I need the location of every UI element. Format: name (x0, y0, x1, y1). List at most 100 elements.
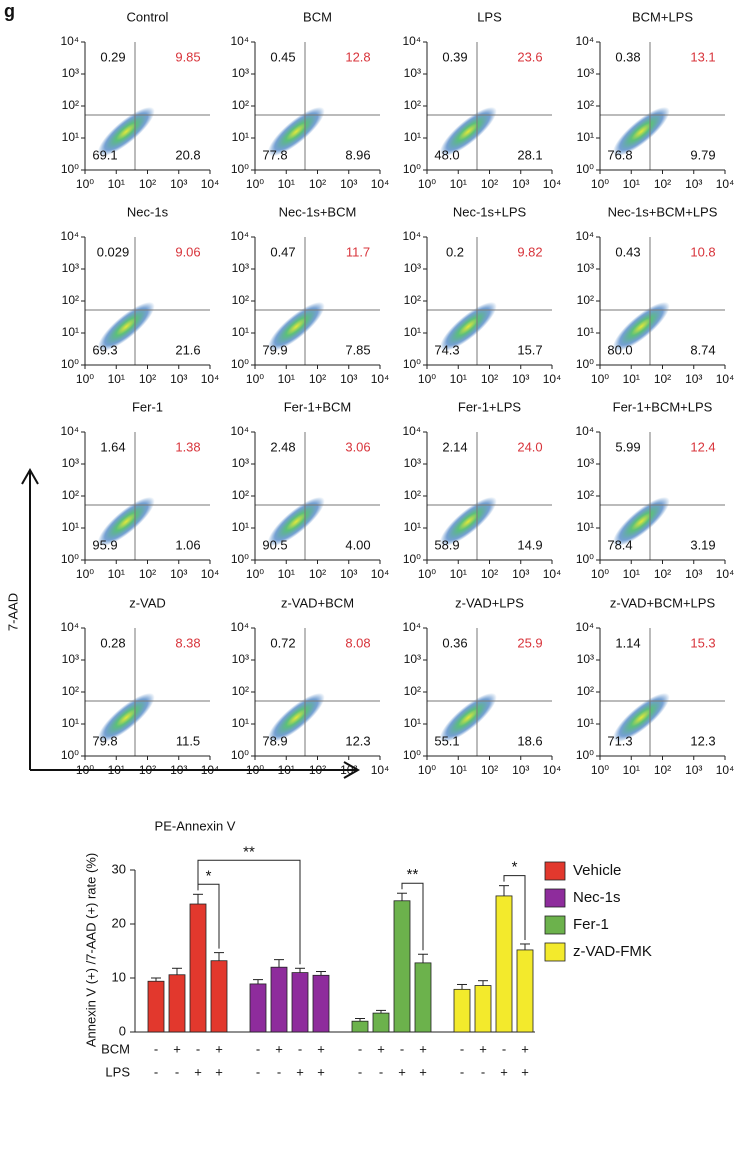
y-tick-label: 10⁰ (231, 552, 249, 566)
x-tick-label: 10⁰ (591, 763, 609, 777)
x-tick-label: 10⁴ (371, 372, 390, 386)
y-tick-label: 10³ (577, 261, 594, 275)
quadrant-value: 0.36 (442, 635, 467, 650)
flow-y-label: 7-AAD (5, 593, 20, 631)
y-tick-label: 10⁴ (60, 620, 79, 634)
y-tick-label: 10⁰ (403, 357, 421, 371)
density-cloud (612, 106, 670, 157)
y-tick-label: 10² (62, 488, 79, 502)
y-tick-label: 10² (232, 98, 249, 112)
y-tick-label: 10³ (232, 261, 249, 275)
x-tick-label: 10⁰ (418, 372, 436, 386)
quadrant-value: 8.96 (345, 147, 370, 162)
density-cloud (267, 301, 325, 352)
quadrant-value: 80.0 (607, 342, 632, 357)
quadrant-value: 0.2 (446, 244, 464, 259)
row-sign: + (215, 1064, 223, 1079)
quadrant-value: 9.79 (690, 147, 715, 162)
row-sign: - (196, 1041, 200, 1056)
y-tick-label: 10⁰ (61, 357, 79, 371)
legend-label: z-VAD-FMK (573, 943, 652, 960)
x-tick-label: 10⁰ (246, 372, 264, 386)
row-sign: + (317, 1041, 325, 1056)
y-tick-label: 10⁴ (230, 34, 249, 48)
x-tick-label: 10⁰ (76, 372, 94, 386)
quadrant-value: 55.1 (434, 733, 459, 748)
x-tick-label: 10² (481, 567, 498, 581)
y-tick-label: 10⁴ (575, 424, 594, 438)
x-tick-label: 10² (309, 177, 326, 191)
quadrant-value: 1.06 (175, 537, 200, 552)
y-tick-label: 10⁰ (576, 162, 594, 176)
density-cloud (612, 496, 670, 547)
significance-label: ** (243, 843, 255, 860)
quadrant-value: 14.9 (517, 537, 542, 552)
bar (414, 962, 432, 1033)
y-tick-label: 10¹ (232, 716, 249, 730)
legend-swatch (544, 915, 566, 935)
y-tick-label: 10⁰ (231, 357, 249, 371)
x-tick-label: 10¹ (623, 763, 640, 777)
row-label: BCM (101, 1041, 130, 1056)
quadrant-value: 12.4 (690, 439, 715, 454)
x-tick-label: 10³ (512, 177, 529, 191)
quadrant-value: 5.99 (615, 439, 640, 454)
row-sign: - (154, 1041, 158, 1056)
y-tick-label: 10¹ (577, 130, 594, 144)
y-tick-label: 10⁰ (61, 552, 79, 566)
quadrant-value: 13.1 (690, 49, 715, 64)
bar (147, 980, 165, 1033)
y-tick-label: 10³ (232, 652, 249, 666)
x-tick-label: 10⁰ (418, 177, 436, 191)
panel-title: z-VAD+BCM (281, 595, 354, 610)
x-tick-label: 10⁰ (76, 763, 94, 777)
x-tick-label: 10⁰ (76, 567, 94, 581)
y-tick-label: 10³ (62, 66, 79, 80)
panel-title: Nec-1s+BCM (279, 204, 357, 219)
y-tick-label: 10⁴ (575, 34, 594, 48)
x-tick-label: 10⁰ (76, 177, 94, 191)
x-tick-label: 10³ (170, 177, 187, 191)
x-tick-label: 10² (654, 763, 671, 777)
legend-label: Fer-1 (573, 916, 609, 933)
density-cloud (267, 106, 325, 157)
bar (312, 974, 330, 1033)
density-cloud (97, 496, 155, 547)
x-tick-label: 10⁰ (591, 372, 609, 386)
legend-swatch (544, 861, 566, 881)
significance-bracket (197, 859, 301, 965)
quadrant-value: 69.1 (92, 147, 117, 162)
legend-label: Vehicle (573, 862, 621, 879)
panel-title: z-VAD+BCM+LPS (610, 595, 716, 610)
density-cloud (439, 301, 497, 352)
y-tick-label: 10² (232, 293, 249, 307)
quadrant-value: 48.0 (434, 147, 459, 162)
quadrant-value: 28.1 (517, 147, 542, 162)
x-tick-label: 10⁴ (543, 177, 562, 191)
y-tick-label: 10⁰ (576, 357, 594, 371)
quadrant-value: 0.29 (100, 49, 125, 64)
x-tick-label: 10¹ (108, 372, 125, 386)
y-tick-label: 10² (404, 98, 421, 112)
y-tick-label: 10² (404, 684, 421, 698)
quadrant-value: 1.14 (615, 635, 640, 650)
x-tick-label: 10⁴ (543, 763, 562, 777)
flow-x-label: PE-Annexin V (155, 818, 236, 833)
y-tick-label: 10¹ (404, 325, 421, 339)
row-sign: - (502, 1041, 506, 1056)
row-sign: - (358, 1064, 362, 1079)
quadrant-value: 0.45 (270, 49, 295, 64)
x-tick-label: 10⁴ (371, 177, 390, 191)
panel-title: Fer-1+BCM (284, 399, 352, 414)
y-tick-label: 30 (112, 861, 126, 876)
quadrant-value: 0.28 (100, 635, 125, 650)
density-cloud (439, 496, 497, 547)
y-tick-label: 10¹ (232, 130, 249, 144)
y-tick-label: 10³ (62, 261, 79, 275)
quadrant-value: 90.5 (262, 537, 287, 552)
x-tick-label: 10³ (340, 763, 357, 777)
quadrant-value: 0.38 (615, 49, 640, 64)
quadrant-value: 78.4 (607, 537, 632, 552)
x-tick-label: 10¹ (450, 567, 467, 581)
bar (168, 974, 186, 1033)
